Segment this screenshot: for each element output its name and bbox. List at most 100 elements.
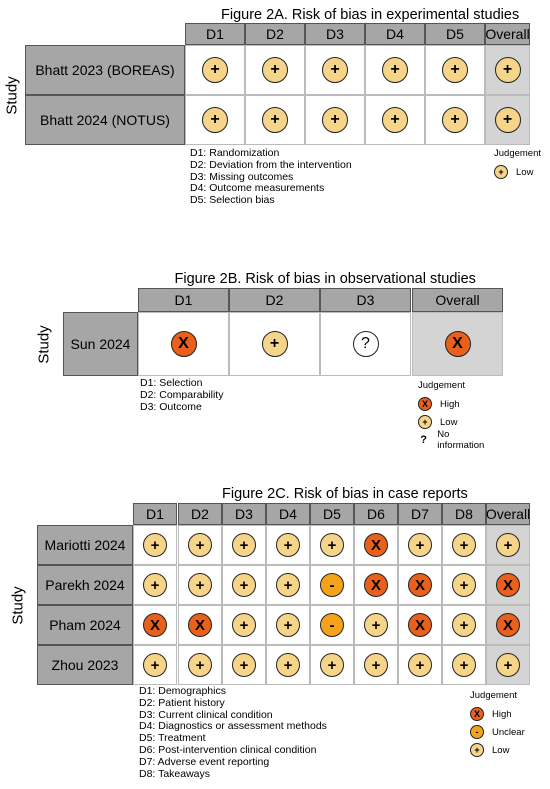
- judgement-low-marker: +: [232, 653, 256, 677]
- judgement-low-marker: +: [364, 613, 388, 637]
- judgement-low-marker: +: [232, 613, 256, 637]
- judgement-cell: +: [425, 95, 485, 145]
- definition-line: D3: Outcome: [140, 400, 202, 413]
- legend-entry: + Low: [418, 413, 487, 431]
- judgement-low-marker: +: [452, 653, 476, 677]
- judgement-cell: +: [266, 645, 310, 685]
- judgement-high-marker: X: [170, 331, 197, 357]
- legend-label: Unclear: [492, 726, 525, 738]
- column-header: D1: [133, 503, 177, 525]
- legend-low-marker: +: [418, 415, 432, 429]
- judgement-low-marker: +: [442, 57, 468, 83]
- definition-line: D4: Outcome measurements: [190, 182, 325, 195]
- column-header: D4: [365, 23, 425, 45]
- judgement-low-marker: +: [494, 57, 521, 83]
- judgement-cell: +: [245, 45, 305, 95]
- question-mark-icon: ?: [420, 434, 427, 446]
- judgement-cell: +: [485, 95, 530, 145]
- judgement-low-marker: +: [442, 107, 468, 133]
- judgement-cell: +: [185, 45, 245, 95]
- judgement-cell: X: [486, 565, 530, 605]
- judgement-cell: +: [425, 45, 485, 95]
- judgement-low-marker: +: [276, 573, 300, 597]
- column-header: D2: [245, 23, 305, 45]
- judgement-low-marker: +: [494, 107, 521, 133]
- definition-line: D1: Demographics: [139, 685, 226, 697]
- judgement-cell: +: [485, 45, 530, 95]
- judgement-low-marker: +: [232, 533, 256, 557]
- judgement-low-marker: +: [276, 533, 300, 557]
- judgement-cell: +: [486, 645, 530, 685]
- judgement-unclear-marker: -: [320, 573, 344, 597]
- judgement-cell: +: [222, 645, 266, 685]
- judgement-cell: X: [138, 312, 229, 376]
- judgement-cell: -: [310, 605, 354, 645]
- judgement-cell: +: [245, 95, 305, 145]
- judgement-cell: +: [185, 95, 245, 145]
- definition-line: D2: Comparability: [140, 388, 224, 401]
- column-header: D3: [320, 288, 411, 312]
- judgement-low-marker: +: [382, 57, 408, 83]
- judgement-low-marker: +: [452, 613, 476, 637]
- legend-label: No information: [437, 429, 485, 451]
- legend-entry: + Low: [494, 163, 541, 181]
- judgement-cell: +: [305, 45, 365, 95]
- judgement-high-marker: X: [444, 331, 471, 357]
- judgement-low-marker: +: [143, 533, 167, 557]
- judgement-cell: +: [365, 45, 425, 95]
- judgement-low-marker: +: [364, 653, 388, 677]
- judgement-low-marker: +: [408, 653, 432, 677]
- judgement-cell: +: [442, 645, 486, 685]
- definition-line: D6: Post-intervention clinical condition: [139, 743, 317, 756]
- column-header: D1: [138, 288, 229, 312]
- y-axis-label: Study: [35, 324, 53, 364]
- judgement-cell: +: [222, 565, 266, 605]
- column-header: Overall: [486, 503, 530, 525]
- judgement-legend: Judgement X High + Low? No information: [418, 380, 487, 451]
- judgement-high-marker: X: [496, 573, 520, 597]
- study-label: Sun 2024: [63, 312, 138, 376]
- domain-definitions: D1: Demographics D2: Patient history D3: C…: [139, 685, 327, 780]
- legend-low-marker: +: [494, 165, 508, 179]
- judgement-cell: +: [305, 95, 365, 145]
- definition-line: D5: Treatment: [139, 732, 206, 745]
- legend-high-marker: X: [418, 397, 432, 411]
- judgement-low-marker: +: [452, 533, 476, 557]
- judgement-high-marker: X: [364, 573, 388, 597]
- panel-title: Figure 2A. Risk of bias in experimental …: [221, 7, 520, 23]
- judgement-high-marker: X: [143, 613, 167, 637]
- judgement-low-marker: +: [496, 653, 520, 677]
- judgement-cell: +: [178, 565, 222, 605]
- column-header: D8: [442, 503, 486, 525]
- judgement-high-marker: X: [364, 533, 388, 557]
- definition-line: D1: Selection: [140, 377, 203, 389]
- column-header: D2: [178, 503, 222, 525]
- judgement-cell: +: [178, 525, 222, 565]
- column-header: D3: [305, 23, 365, 45]
- judgement-low-marker: +: [143, 573, 167, 597]
- legend-low-marker: +: [470, 743, 484, 757]
- definition-line: D3: Current clinical condition: [139, 708, 273, 721]
- judgement-low-marker: +: [188, 653, 212, 677]
- judgement-cell: +: [310, 525, 354, 565]
- definition-line: D3: Missing outcomes: [190, 170, 294, 183]
- domain-definitions: D1: Randomization D2: Deviation from the …: [190, 147, 352, 207]
- judgement-cell: +: [365, 95, 425, 145]
- column-header: D5: [310, 503, 354, 525]
- column-header: D4: [266, 503, 310, 525]
- study-label: Bhatt 2024 (NOTUS): [25, 95, 185, 145]
- legend-entry: X High: [418, 395, 487, 413]
- judgement-cell: +: [222, 525, 266, 565]
- study-label: Parekh 2024: [37, 565, 133, 605]
- judgement-cell: X: [354, 525, 398, 565]
- judgement-low-marker: +: [276, 653, 300, 677]
- judgement-cell: +: [398, 645, 442, 685]
- y-axis-label: Study: [9, 585, 27, 625]
- domain-definitions: D1: Selection D2: Comparability D3: Outcom…: [140, 377, 224, 413]
- judgement-cell: X: [133, 605, 177, 645]
- study-label: Pham 2024: [37, 605, 133, 645]
- judgement-cell: +: [398, 525, 442, 565]
- judgement-low-marker: +: [262, 57, 288, 83]
- judgement-legend: Judgement + Low: [494, 148, 541, 181]
- judgement-legend: Judgement X High - Unclear + Low: [470, 690, 525, 759]
